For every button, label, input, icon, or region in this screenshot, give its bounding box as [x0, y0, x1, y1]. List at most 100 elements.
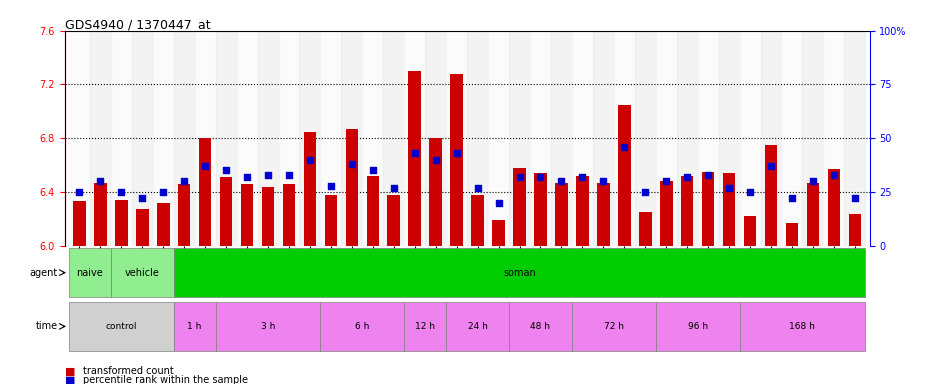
Point — [72, 189, 87, 195]
Bar — [828, 169, 840, 246]
Point — [365, 167, 380, 174]
Point — [554, 178, 569, 184]
Text: ■: ■ — [65, 375, 75, 384]
Bar — [153, 31, 174, 246]
Bar — [450, 74, 462, 246]
Point — [533, 174, 548, 180]
Bar — [262, 187, 275, 246]
Bar — [744, 216, 757, 246]
Point — [784, 195, 799, 202]
Bar — [174, 31, 194, 246]
Bar — [199, 138, 212, 246]
Bar — [426, 31, 446, 246]
FancyBboxPatch shape — [509, 302, 572, 351]
Text: 24 h: 24 h — [468, 322, 487, 331]
Point — [680, 174, 695, 180]
Point — [575, 174, 590, 180]
Bar — [509, 31, 530, 246]
Point — [596, 178, 611, 184]
Bar — [73, 202, 86, 246]
Bar — [719, 31, 740, 246]
Bar — [576, 176, 588, 246]
Bar — [157, 203, 169, 246]
Point — [135, 195, 150, 202]
Point — [764, 163, 779, 169]
Bar — [614, 31, 635, 246]
Point — [155, 189, 170, 195]
Bar — [303, 132, 316, 246]
Bar — [551, 31, 572, 246]
Bar — [220, 177, 232, 246]
FancyBboxPatch shape — [216, 302, 320, 351]
Point — [324, 182, 339, 189]
Point — [218, 167, 233, 174]
Bar — [740, 31, 760, 246]
Bar — [555, 183, 568, 246]
Text: control: control — [105, 322, 137, 331]
FancyBboxPatch shape — [656, 302, 740, 351]
Bar — [409, 71, 421, 246]
Point — [617, 144, 632, 150]
Bar — [90, 31, 111, 246]
Bar — [366, 176, 379, 246]
Point — [847, 195, 862, 202]
Text: 96 h: 96 h — [687, 322, 708, 331]
Bar — [656, 31, 677, 246]
Point — [450, 150, 464, 156]
Text: percentile rank within the sample: percentile rank within the sample — [83, 375, 248, 384]
Bar — [765, 145, 777, 246]
Bar — [94, 183, 106, 246]
Bar — [681, 176, 694, 246]
Bar — [467, 31, 488, 246]
Bar — [115, 200, 128, 246]
Bar — [346, 129, 358, 246]
Bar — [823, 31, 845, 246]
Bar — [513, 168, 525, 246]
Bar — [278, 31, 300, 246]
Point — [491, 200, 506, 206]
Bar — [240, 184, 253, 246]
Bar — [300, 31, 320, 246]
Point — [512, 174, 527, 180]
FancyBboxPatch shape — [174, 302, 216, 351]
Text: agent: agent — [30, 268, 57, 278]
Point — [743, 189, 758, 195]
Bar — [325, 195, 338, 246]
Text: vehicle: vehicle — [125, 268, 160, 278]
Bar — [534, 173, 547, 246]
Bar — [132, 31, 153, 246]
Bar — [488, 31, 509, 246]
Point — [826, 172, 841, 178]
FancyBboxPatch shape — [69, 302, 174, 351]
Bar — [363, 31, 383, 246]
Bar — [178, 184, 191, 246]
Bar — [69, 31, 90, 246]
Text: 12 h: 12 h — [415, 322, 435, 331]
Point — [261, 172, 276, 178]
Point — [198, 163, 213, 169]
Bar — [802, 31, 823, 246]
Text: 3 h: 3 h — [261, 322, 276, 331]
Bar — [383, 31, 404, 246]
Bar — [446, 31, 467, 246]
Bar — [618, 105, 631, 246]
Bar — [782, 31, 802, 246]
FancyBboxPatch shape — [69, 248, 111, 297]
FancyBboxPatch shape — [572, 302, 656, 351]
Bar — [429, 138, 442, 246]
FancyBboxPatch shape — [174, 248, 865, 297]
Bar — [341, 31, 363, 246]
Bar — [697, 31, 719, 246]
Point — [387, 185, 401, 191]
Bar — [320, 31, 341, 246]
FancyBboxPatch shape — [320, 302, 404, 351]
Bar — [785, 223, 798, 246]
Point — [114, 189, 129, 195]
Point — [344, 161, 359, 167]
Bar — [597, 183, 610, 246]
Point — [701, 172, 716, 178]
Bar — [237, 31, 257, 246]
Text: time: time — [36, 321, 57, 331]
Text: 168 h: 168 h — [790, 322, 815, 331]
Point — [428, 157, 443, 163]
